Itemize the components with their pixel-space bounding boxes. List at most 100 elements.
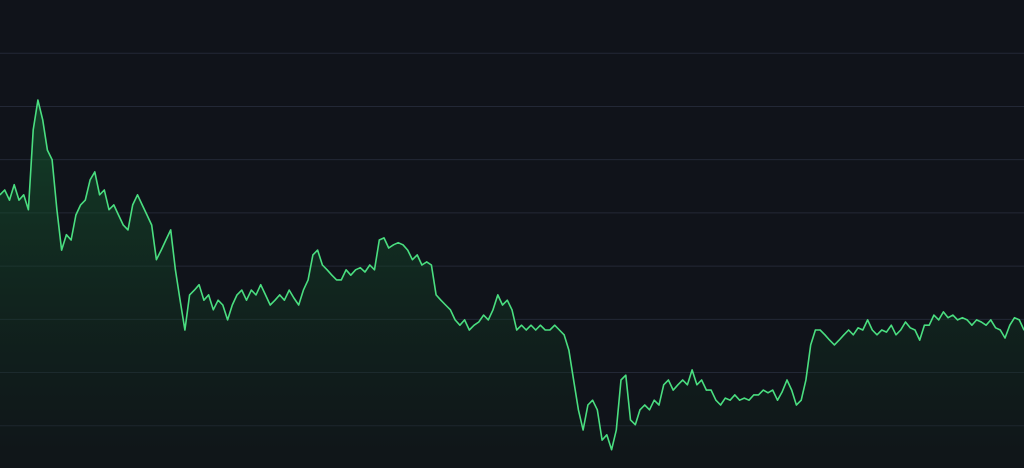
data-point [492, 309, 494, 311]
data-point [212, 309, 214, 311]
data-point [715, 399, 717, 401]
data-point [416, 254, 418, 256]
data-point [847, 329, 850, 331]
data-point [331, 274, 333, 276]
data-point [710, 389, 712, 391]
data-point [407, 249, 409, 251]
data-point [103, 189, 105, 191]
data-point [501, 304, 504, 306]
data-point [686, 384, 689, 386]
data-point [833, 344, 835, 346]
data-point [539, 324, 542, 326]
data-point [0, 194, 1, 196]
data-point [207, 294, 210, 296]
data-point [762, 389, 764, 391]
data-point [753, 394, 755, 396]
data-point [629, 419, 632, 421]
data-point [558, 329, 561, 331]
data-point [516, 329, 518, 331]
data-point [554, 324, 556, 326]
data-point [84, 199, 86, 201]
data-point [947, 317, 949, 319]
data-point [46, 149, 49, 151]
data-point [193, 289, 195, 291]
data-point [620, 379, 622, 381]
data-point [667, 379, 670, 381]
data-point [132, 204, 134, 206]
data-point [923, 324, 926, 326]
data-point [829, 339, 831, 341]
data-point [274, 299, 276, 301]
data-point [587, 404, 589, 406]
data-point [231, 304, 233, 306]
data-point [696, 384, 698, 386]
data-point [184, 329, 186, 331]
data-point [402, 244, 404, 246]
data-point [895, 334, 897, 336]
data-point [767, 392, 769, 394]
data-point [724, 397, 726, 399]
data-point [677, 384, 679, 386]
data-point [4, 189, 6, 191]
data-point [283, 299, 286, 301]
data-point [189, 294, 191, 296]
data-point [108, 209, 110, 211]
data-point [961, 317, 963, 319]
data-point [454, 319, 456, 321]
data-point [814, 329, 817, 331]
data-point [321, 264, 323, 266]
data-point [449, 309, 451, 311]
data-point [89, 179, 91, 181]
data-point [354, 269, 357, 271]
data-point [440, 299, 442, 301]
data-point [1004, 337, 1006, 339]
data-point [942, 311, 945, 313]
data-point [369, 264, 371, 266]
data-point [463, 319, 466, 321]
data-point [663, 384, 665, 386]
data-point [719, 404, 722, 406]
data-point [862, 329, 864, 331]
data-point [772, 389, 774, 391]
data-point [990, 319, 992, 321]
data-point [298, 304, 300, 306]
series-area-fill [0, 100, 1024, 468]
data-point [478, 321, 480, 323]
data-point [871, 329, 873, 331]
data-point [852, 334, 854, 336]
data-point [75, 214, 77, 216]
data-point [426, 261, 428, 263]
data-point [615, 429, 617, 431]
data-point [383, 237, 385, 239]
data-point [345, 269, 347, 271]
data-point [549, 329, 551, 331]
data-point [535, 329, 537, 331]
data-point [625, 374, 627, 376]
data-point [909, 327, 911, 329]
data-point [639, 409, 641, 411]
data-point [568, 349, 570, 351]
data-point [691, 369, 693, 371]
data-point [876, 334, 878, 336]
data-point [596, 409, 598, 411]
data-point [795, 404, 798, 406]
data-point [42, 119, 44, 121]
data-point [980, 321, 982, 323]
data-point [653, 399, 655, 401]
data-point [648, 409, 651, 411]
data-point [170, 229, 172, 231]
data-point [506, 299, 508, 301]
data-point [122, 224, 124, 226]
data-point [511, 309, 513, 311]
data-point [222, 304, 224, 306]
data-point [966, 319, 968, 321]
data-point [781, 391, 783, 393]
data-point [658, 404, 660, 406]
data-point [293, 297, 295, 299]
data-point [743, 397, 745, 399]
data-point [435, 294, 437, 296]
data-point [18, 199, 20, 201]
data-point [160, 249, 162, 251]
data-point [810, 344, 812, 346]
